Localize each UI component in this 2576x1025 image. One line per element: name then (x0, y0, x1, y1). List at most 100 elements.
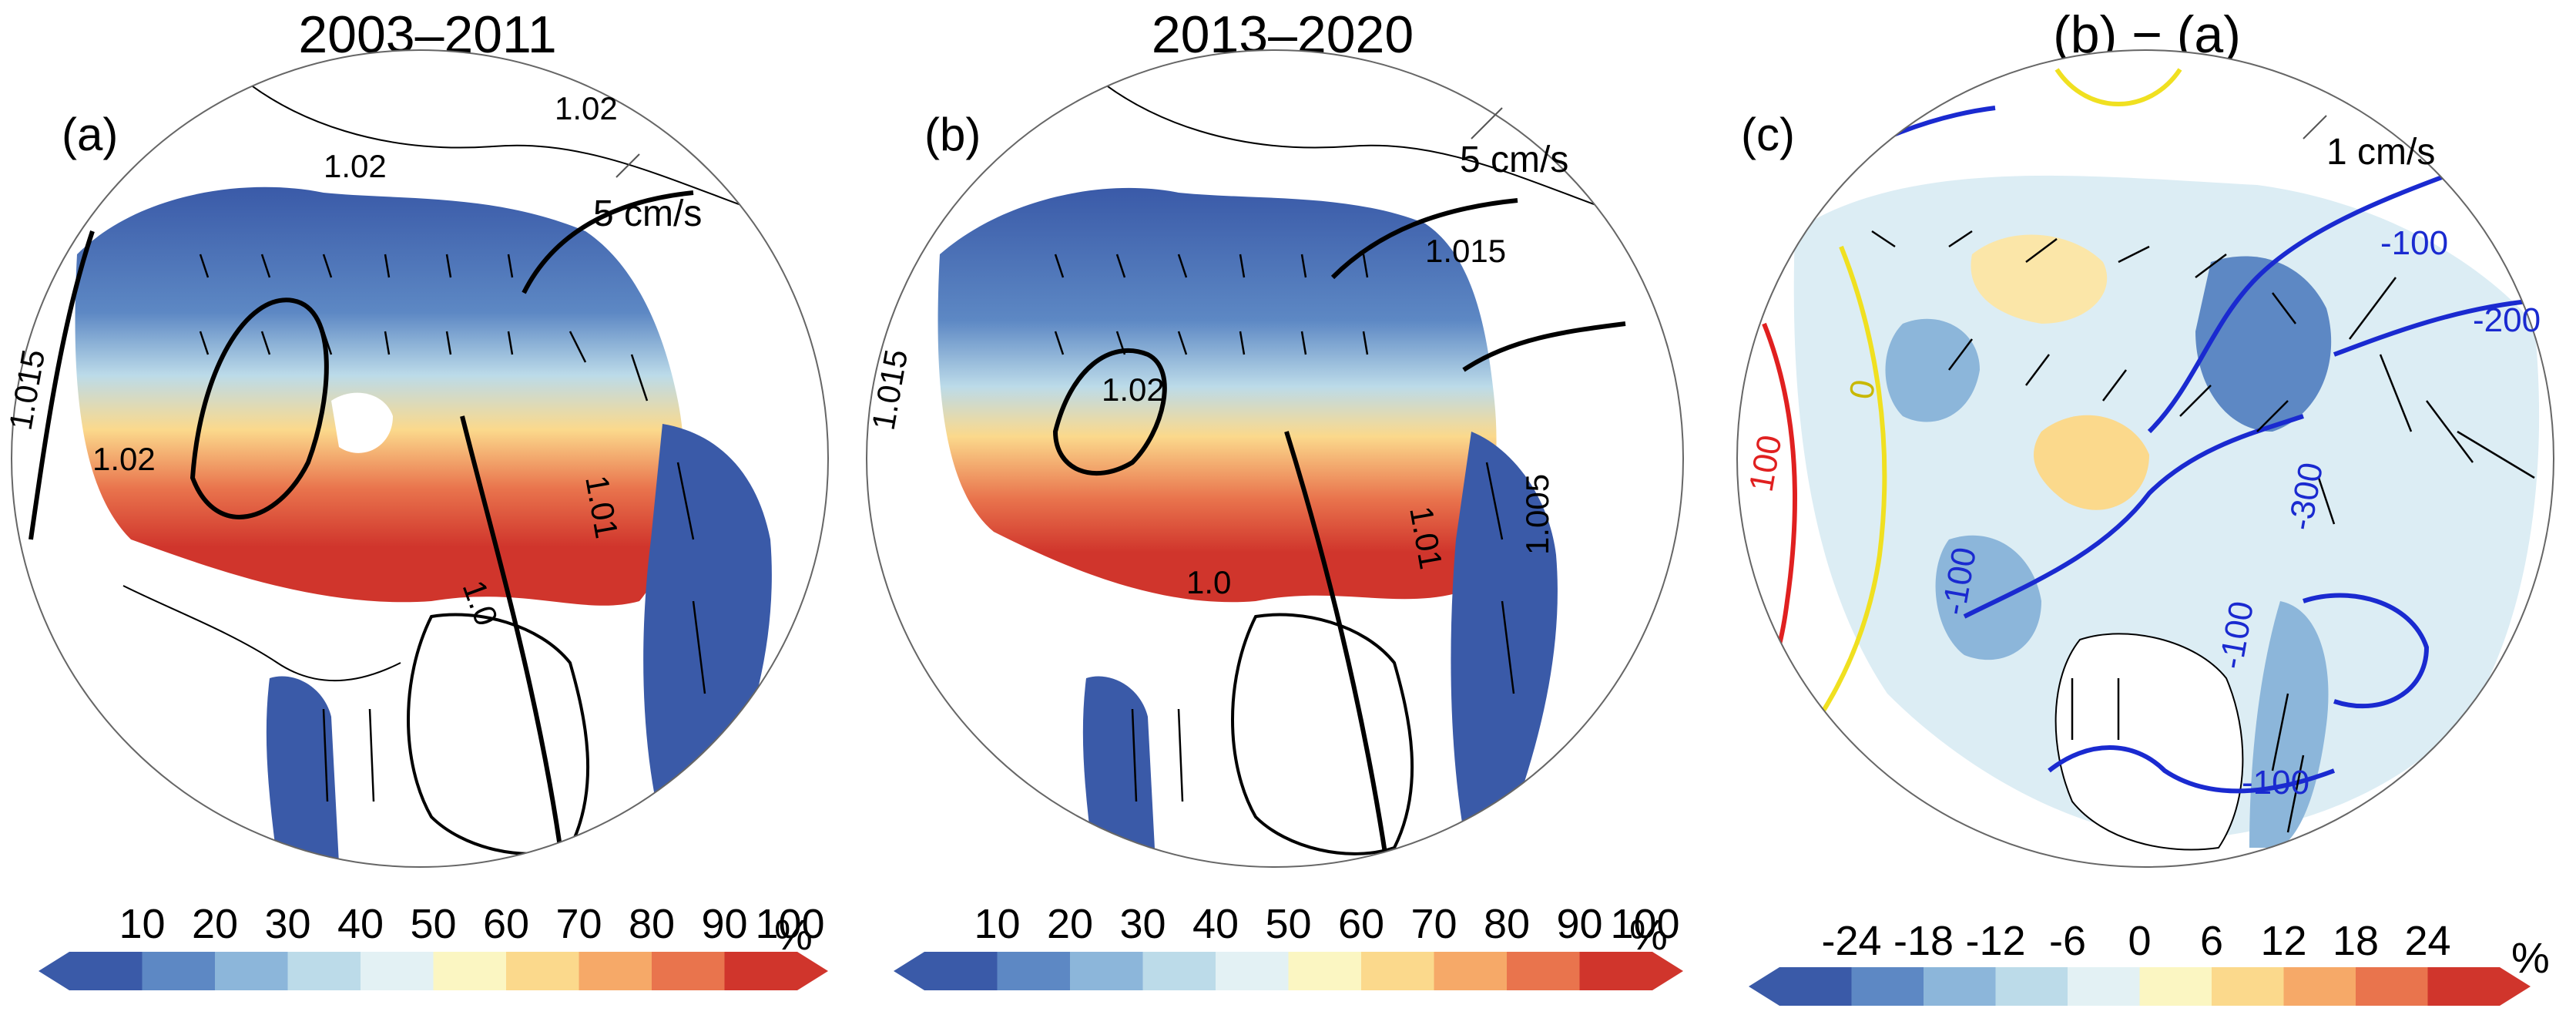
contour-label: 1.02 (92, 441, 156, 477)
colorbar-swatch (2283, 967, 2356, 1006)
wind-vectors (1871, 230, 2535, 833)
anomaly-positive (2034, 415, 2149, 510)
colorbar-swatch (361, 952, 434, 990)
colorbar-tick-label: 50 (1265, 901, 1312, 947)
colorbar-swatch (1507, 952, 1580, 990)
panel-b-unit: % (1629, 910, 1668, 959)
coastline-america (122, 585, 401, 682)
panel-c-unit: % (2511, 933, 2550, 982)
colorbar-tick-label: 40 (337, 901, 384, 947)
slp-contour-1 (190, 297, 329, 519)
panel-c-colorbar (1749, 967, 2531, 1006)
reference-arrow (615, 153, 640, 178)
anomaly-positive (1971, 234, 2108, 324)
colorbar-swatch (894, 952, 998, 990)
panel-c-map: -100 -200 100 0 -100 -300 -100 -100 (1736, 49, 2554, 868)
coastline-asia (230, 69, 771, 217)
colorbar-swatch (1288, 952, 1362, 990)
colorbar-tick-label: 18 (2332, 918, 2380, 964)
colorbar-tick-label: 80 (628, 901, 676, 947)
colorbar-tick-label: 10 (974, 901, 1021, 947)
colorbar-swatch (142, 952, 216, 990)
contour-label: 1.02 (1102, 371, 1165, 408)
map-boundary (1736, 49, 2554, 868)
contour-label: 1.02 (555, 90, 618, 126)
colorbar-swatch (1216, 952, 1289, 990)
colorbar-tick-label: -12 (1965, 918, 2026, 964)
contour-yellow-top (2054, 68, 2182, 106)
contour-blue-2 (2147, 175, 2444, 434)
slp-contour-1 (1052, 348, 1167, 476)
strait-negative (2249, 601, 2329, 848)
slp-contour-2 (522, 190, 694, 294)
channel-ice (266, 676, 339, 863)
channel-ice (1082, 676, 1156, 863)
colorbar-a-swatches (39, 952, 828, 990)
white-patch (331, 392, 393, 453)
colorbar-swatch (724, 952, 828, 990)
wind-vectors (199, 254, 706, 802)
strait-ice (1451, 432, 1558, 832)
colorbar-swatch (1749, 967, 1852, 1006)
colorbar-tick-label: -24 (1821, 918, 1882, 964)
sea-ice-field (937, 187, 1497, 603)
anomaly-negative (2195, 256, 2332, 432)
colorbar-tick-label: 50 (410, 901, 457, 947)
colorbar-tick-label: -18 (1893, 918, 1954, 964)
colorbar-swatch (2212, 967, 2284, 1006)
colorbar-tick-label: -6 (2048, 918, 2087, 964)
panel-b: 2013–2020 (855, 0, 1710, 1025)
colorbar-swatch (1142, 952, 1216, 990)
colorbar-tick-label: 100 (1610, 901, 1680, 947)
panel-a: 2003–2011 (0, 0, 855, 1025)
reference-arrow (1471, 107, 1503, 139)
panel-b-vector-label: 5 cm/s (1460, 139, 1569, 180)
contour-blue-3 (2333, 298, 2535, 357)
panel-c: (b) − (a) (1718, 0, 2576, 1025)
slp-contour-3 (1284, 431, 1389, 864)
panel-a-label: (a) (62, 109, 119, 160)
colorbar-tick-label: 80 (1483, 901, 1531, 947)
colorbar-swatch (433, 952, 507, 990)
colorbar-tick-label: 60 (1337, 901, 1385, 947)
greenland (2054, 633, 2244, 851)
contour-label: -100 (2380, 224, 2448, 262)
colorbar-swatch (1851, 967, 1924, 1006)
anomaly-negative (1935, 535, 2041, 660)
anomaly-field-light (1793, 175, 2540, 840)
coastline-asia (1085, 69, 1626, 217)
colorbar-b-swatches (894, 952, 1683, 990)
panel-b-label: (b) (924, 109, 981, 160)
colorbar-tick-label: 70 (555, 901, 602, 947)
slp-contour-4 (29, 230, 95, 540)
contour-blue-4 (1963, 414, 2304, 619)
colorbar-swatch (579, 952, 652, 990)
colorbar-swatch (997, 952, 1071, 990)
colorbar-tick-label: 20 (1046, 901, 1094, 947)
colorbar-swatch (506, 952, 579, 990)
colorbar-swatch (39, 952, 143, 990)
colorbar-swatch (1361, 952, 1434, 990)
greenland (1231, 613, 1414, 855)
map-boundary (866, 49, 1684, 868)
colorbar-tick-label: 100 (755, 901, 825, 947)
colorbar-tick-label: 70 (1410, 901, 1457, 947)
slp-contour-3 (460, 415, 565, 864)
slp-contour-2 (1330, 198, 1518, 280)
panel-c-vector-label: 1 cm/s (2326, 132, 2436, 173)
colorbar-swatch (2427, 967, 2531, 1006)
colorbar-swatch (1579, 952, 1683, 990)
colorbar-tick-label: 30 (264, 901, 311, 947)
contour-label: 1.005 (1519, 474, 1555, 555)
colorbar-tick-label: 20 (191, 901, 239, 947)
colorbar-swatch (2356, 967, 2428, 1006)
colorbar-c-swatches (1749, 967, 2531, 1006)
colorbar-swatch (215, 952, 288, 990)
panel-a-vector-label: 5 cm/s (593, 193, 703, 234)
contour-label: -200 (2473, 301, 2541, 339)
reference-arrow (2303, 115, 2327, 139)
anomaly-negative (1885, 318, 1980, 422)
colorbar-swatch (1434, 952, 1508, 990)
contour-label: 1.015 (1425, 233, 1506, 269)
contour-label: 1.0 (1186, 564, 1231, 600)
